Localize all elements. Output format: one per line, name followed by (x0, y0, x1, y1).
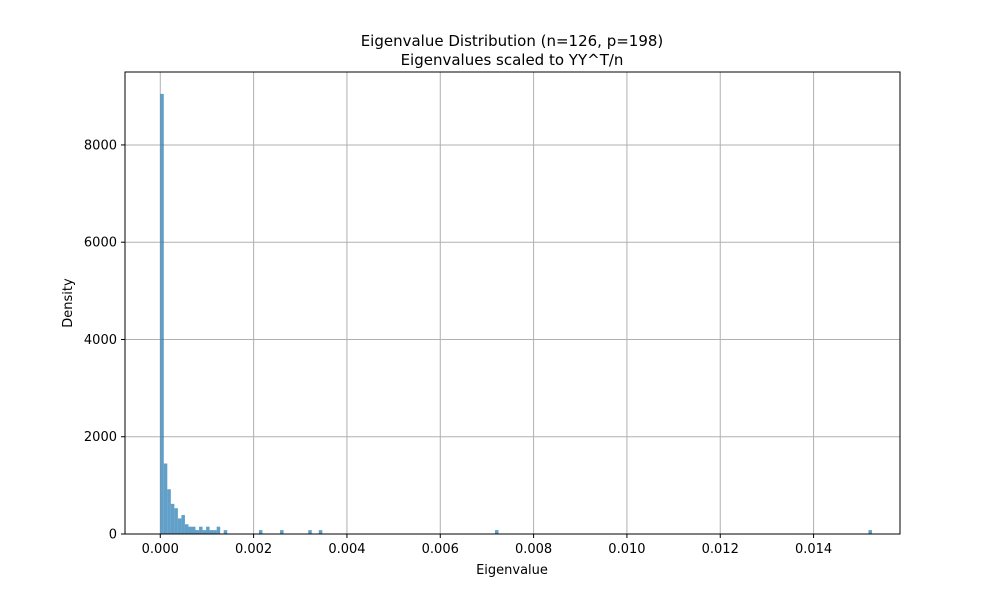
histogram-bar (199, 526, 203, 534)
histogram-bar (223, 530, 228, 534)
x-axis-label: Eigenvalue (476, 563, 548, 578)
histogram-bar (195, 530, 200, 534)
x-tick-label: 0.010 (608, 542, 645, 557)
grid-lines (125, 72, 900, 535)
histogram-bar (160, 93, 164, 534)
histogram-bar (308, 530, 312, 534)
chart-subtitle: Eigenvalues scaled to YY^T/n (401, 51, 624, 69)
x-tick-label: 0.004 (328, 542, 365, 557)
x-axis-ticks: 0.000 0.002 0.004 0.006 0.008 0.010 0.012 0.014 (142, 534, 832, 557)
histogram-bar (318, 530, 323, 534)
histogram-bar (280, 530, 284, 534)
histogram-bar (206, 526, 210, 534)
y-axis-label: Density (61, 278, 76, 328)
x-tick-label: 0.006 (422, 542, 459, 557)
histogram-bar (216, 526, 221, 534)
histogram-bar (202, 530, 207, 534)
y-tick-label: 8000 (84, 138, 117, 153)
histogram-bars (160, 93, 872, 534)
histogram-bar (184, 524, 189, 534)
histogram-bar (167, 489, 171, 534)
y-tick-label: 2000 (84, 430, 117, 445)
histogram-bar (213, 530, 217, 534)
histogram-bar (188, 526, 192, 534)
x-tick-label: 0.014 (795, 542, 832, 557)
y-tick-label: 6000 (84, 236, 117, 251)
x-tick-label: 0.008 (515, 542, 552, 557)
histogram-bar (258, 530, 263, 534)
x-tick-label: 0.000 (142, 542, 179, 557)
y-tick-label: 0 (109, 528, 117, 543)
x-tick-label: 0.012 (702, 542, 739, 557)
histogram-bar (181, 515, 185, 534)
plot-frame (124, 71, 901, 535)
y-tick-label: 4000 (84, 333, 117, 348)
histogram-bar (494, 530, 499, 534)
histogram-bar (177, 518, 182, 534)
chart-title: Eigenvalue Distribution (n=126, p=198) (361, 32, 664, 50)
x-tick-label: 0.002 (235, 542, 272, 557)
histogram-bar (163, 463, 168, 534)
histogram-bar (868, 530, 872, 534)
histogram-bar (209, 530, 214, 534)
histogram-bar (170, 503, 175, 534)
histogram-bar (191, 526, 196, 534)
histogram-bar (174, 508, 178, 534)
y-axis-ticks: 0 2000 4000 6000 8000 (84, 138, 125, 543)
